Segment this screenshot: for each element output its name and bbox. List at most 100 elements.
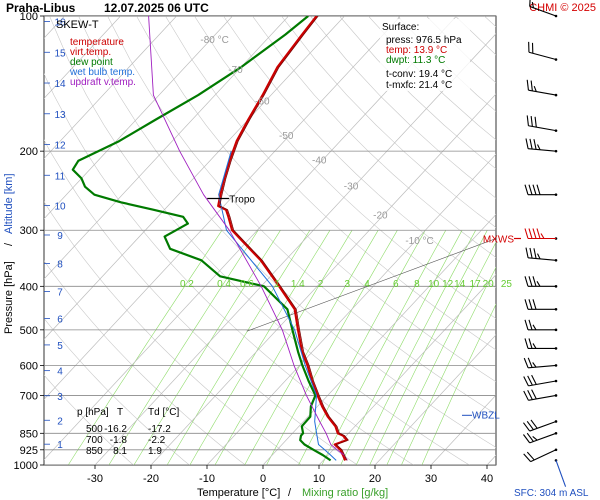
grid-layer xyxy=(0,16,600,465)
isotherm-label: -10 °C xyxy=(405,236,433,247)
wbzl-label: WBZL xyxy=(472,410,500,421)
y-axis-title-pressure: Pressure [hPa] xyxy=(3,261,15,334)
mixing-ratio-label: 12 xyxy=(442,279,454,290)
series-dew-point xyxy=(71,16,332,462)
wind-barb-feather xyxy=(536,281,541,287)
wind-barb-feather xyxy=(525,138,529,149)
wind-barb-feather xyxy=(523,357,529,369)
table-cell: 1.9 xyxy=(148,446,162,457)
wind-barb-feather xyxy=(526,432,534,442)
dry-adiabat xyxy=(136,16,496,383)
legend-item-updraft-v-temp: updraft v.temp. xyxy=(70,77,136,88)
x-axis-title-sep: / xyxy=(288,487,292,499)
dry-adiabat xyxy=(513,16,600,465)
wind-barb-feather xyxy=(524,228,529,239)
wind-barb-feather xyxy=(532,276,537,287)
wind-barb xyxy=(523,357,558,369)
wind-barb-feather xyxy=(527,375,533,386)
temperature-tick-label: 0 xyxy=(260,473,266,485)
wind-barb-feather xyxy=(528,299,533,310)
wind-barb-feather xyxy=(540,233,545,239)
series-updraft-v-temp xyxy=(148,16,348,461)
altitude-tick-label: 6 xyxy=(57,315,63,326)
wind-barb-stem xyxy=(528,89,557,96)
dry-adiabat xyxy=(310,16,496,199)
wind-barb-feather xyxy=(524,319,529,330)
level-table: p [hPa] T Td [°C] 500 -16.2 -17.2 700 -1.8 -2.2 8… xyxy=(77,407,179,457)
mixing-ratio-line xyxy=(321,230,447,465)
mixing-ratio-label: 14 xyxy=(454,279,466,290)
wind-barb-feather xyxy=(526,79,529,91)
mixing-ratio-line xyxy=(298,230,426,465)
altitude-tick-label: 5 xyxy=(57,341,63,352)
wind-barb-feather xyxy=(529,138,533,150)
wind-barb xyxy=(554,459,567,487)
surface-info: Surface: press: 976.5 hPa temp: 13.9 °C … xyxy=(380,19,470,91)
wind-barb-feather xyxy=(530,80,533,91)
surface-tmxfc: t-mxfc: 21.4 °C xyxy=(386,80,452,91)
wind-barbs xyxy=(523,0,567,487)
wind-barb-feather xyxy=(523,422,531,432)
altitude-tick-label: 4 xyxy=(57,367,63,378)
isotherm-line xyxy=(150,93,496,465)
wind-barb xyxy=(526,79,558,97)
isotherm-line xyxy=(262,213,496,465)
tropopause-label: Tropo xyxy=(229,195,255,206)
wind-barb-feather xyxy=(532,436,538,441)
isotherm-line xyxy=(44,16,233,220)
altitude-tick-label: 13 xyxy=(54,110,66,121)
wind-barb-stem xyxy=(528,125,557,132)
wind-barb xyxy=(528,41,558,61)
pressure-tick-label: 500 xyxy=(20,325,38,337)
legend-item-virt-temp: virt.temp. xyxy=(70,47,111,58)
surface-title: Surface: xyxy=(382,22,419,33)
altitude-tick-label: 16 xyxy=(54,18,66,29)
wind-barb-feather xyxy=(537,253,541,260)
temperature-tick-label: -20 xyxy=(143,473,159,485)
y-axis-title-sep: / xyxy=(3,242,15,246)
x-axis-title-temp: Temperature [°C] xyxy=(197,487,280,499)
wind-barb-feather xyxy=(532,228,537,239)
wind-barb-stem xyxy=(528,364,557,369)
wind-barb-feather xyxy=(530,419,538,429)
wind-barb-feather xyxy=(532,362,537,368)
wind-barb-feather xyxy=(523,434,531,444)
wind-barb-feather xyxy=(537,144,541,151)
table-cell: -2.2 xyxy=(148,435,166,446)
isotherm-line xyxy=(0,16,9,465)
wind-barb xyxy=(524,299,558,311)
mixing-ratio-label: 2 xyxy=(318,279,324,290)
mixing-ratio-label: 8 xyxy=(414,279,420,290)
wind-barb-feather xyxy=(524,184,529,195)
temperature-tick-label: 20 xyxy=(369,473,381,485)
altitude-tick-label: 2 xyxy=(57,416,63,427)
wind-barb-feather xyxy=(532,343,537,349)
isotherm-line xyxy=(543,16,600,465)
altitude-tick-label: 10 xyxy=(54,202,66,213)
table-cell: 700 xyxy=(86,435,103,446)
wind-barb-feather xyxy=(527,390,533,400)
dry-adiabat xyxy=(281,16,496,228)
mixing-ratio-line xyxy=(369,230,488,465)
table-cell: -16.2 xyxy=(104,424,127,435)
altitude-tick-label: 7 xyxy=(57,287,63,298)
isotherm-line xyxy=(44,16,401,400)
altitude-tick-label: 3 xyxy=(57,392,63,403)
legend-item-temperature: temperature xyxy=(70,37,124,48)
wind-barb-feather xyxy=(530,116,533,127)
isotherm-label: -20 xyxy=(373,210,388,221)
wind-barb-feather xyxy=(532,299,537,310)
wind-barb-feather xyxy=(524,276,529,287)
table-header: Td [°C] xyxy=(148,407,179,418)
x-axis-title-mixing: Mixing ratio [g/kg] xyxy=(302,487,388,499)
temperature-tick-label: -30 xyxy=(87,473,103,485)
legend-title: SKEW-T xyxy=(56,19,99,31)
table-cell: 8.1 xyxy=(113,446,127,457)
mixing-ratio-line xyxy=(214,230,353,465)
wind-barb-feather xyxy=(533,85,537,92)
wind-barb-stem xyxy=(529,432,557,444)
mixing-ratio-label: 4 xyxy=(364,279,370,290)
wind-barb-feather xyxy=(531,389,537,400)
